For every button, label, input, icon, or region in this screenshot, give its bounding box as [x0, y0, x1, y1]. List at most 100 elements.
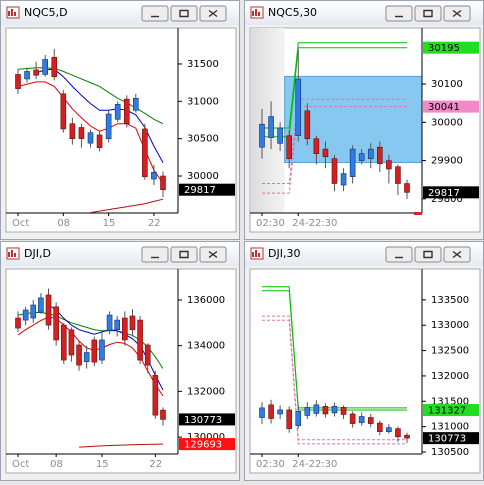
window-icon-bars [252, 250, 260, 257]
candle-body [395, 428, 401, 438]
candle-body [87, 132, 94, 144]
price-label-box [423, 432, 479, 445]
candle-body [144, 344, 151, 366]
y-tick-label: 30000 [187, 171, 219, 182]
button-glyph [179, 9, 189, 18]
y-tick-label: 132000 [431, 371, 469, 382]
price-label-box [423, 404, 479, 417]
indicator-line [35, 68, 164, 163]
candle-body [295, 411, 302, 426]
restore-button[interactable] [170, 5, 198, 22]
x-tick-label: 08 [50, 459, 63, 470]
candle-body [68, 329, 75, 356]
x-tick-label: 02:30 [256, 459, 285, 470]
price-label-box [179, 438, 235, 451]
minimize-button[interactable] [141, 5, 169, 22]
indicator-line [262, 319, 407, 445]
button-glyph [208, 9, 218, 18]
candle-body [83, 352, 90, 362]
window-title: NQC5,30 [268, 6, 317, 19]
y-tick-label: 134000 [187, 341, 225, 352]
candle-body [386, 427, 392, 432]
indicator-line [262, 47, 407, 138]
candle-body [313, 138, 320, 154]
x-tick-label: 08 [57, 218, 70, 229]
minimize-button[interactable] [141, 246, 169, 263]
button-glyph [423, 250, 433, 259]
restore-button[interactable] [414, 246, 442, 263]
y-tick-label: 31000 [187, 96, 219, 107]
candle-body [340, 173, 347, 186]
candle-body [24, 71, 30, 80]
x-tick-label: Oct [12, 218, 29, 229]
candle-body [123, 98, 130, 125]
minimize-button[interactable] [385, 246, 413, 263]
candle-body [53, 306, 59, 341]
y-tick-label: 30500 [187, 134, 219, 145]
y-tick-label: 133500 [431, 295, 469, 306]
price-label-box [423, 100, 479, 113]
candle-body [160, 175, 166, 190]
title-bar [1, 1, 239, 25]
candle-body [358, 416, 365, 423]
candle-body [122, 317, 128, 341]
candle-body [313, 404, 320, 414]
restore-button[interactable] [414, 5, 442, 22]
window-title: NQC5,D [24, 6, 68, 19]
candle-body [106, 314, 113, 331]
window-title: DJI,30 [268, 247, 300, 260]
title-bar [245, 1, 483, 25]
indicator-line [262, 106, 407, 194]
candle-body [105, 113, 112, 139]
price-label: 130773 [184, 415, 222, 426]
candle-body [96, 134, 103, 148]
candle-body [259, 407, 265, 418]
candle-body [114, 319, 121, 330]
window-icon-bars [8, 9, 16, 16]
minimize-button[interactable] [385, 5, 413, 22]
candle-body [133, 98, 139, 111]
y-tick-label: 29800 [431, 194, 463, 205]
candle-body [395, 166, 401, 184]
candle-body [30, 304, 37, 319]
end-marker [414, 212, 422, 215]
candle-body [349, 413, 356, 424]
x-tick-label: 22 [149, 459, 162, 470]
price-label: 29817 [184, 185, 216, 196]
candle-body [367, 148, 374, 159]
candle-body [268, 404, 274, 419]
button-glyph [179, 250, 189, 259]
candle-body [60, 324, 67, 361]
candle-body [331, 158, 338, 184]
candle-body [331, 406, 338, 414]
price-label-box [423, 41, 479, 54]
title-bar [245, 242, 483, 266]
y-tick-label: 130500 [431, 447, 469, 458]
x-tick-label: 15 [103, 218, 116, 229]
candle-body [160, 409, 166, 420]
indicator-line [262, 98, 407, 184]
candle-body [99, 339, 105, 361]
candle-body [22, 309, 29, 321]
candle-body [286, 409, 292, 429]
candle-body [358, 153, 365, 161]
price-label-box [179, 183, 235, 196]
y-tick-label: 132000 [187, 386, 225, 397]
price-label: 30041 [428, 102, 460, 113]
candle-body [137, 319, 143, 361]
candle-body [38, 297, 44, 313]
candle-body [295, 78, 302, 137]
x-tick-label: 24-22:30 [292, 459, 337, 470]
y-tick-label: 29900 [431, 156, 463, 167]
price-label-box [423, 186, 479, 199]
price-label: 131327 [428, 406, 466, 417]
candle-body [268, 116, 274, 138]
candle-body [142, 128, 148, 178]
candle-body [286, 135, 292, 159]
candle-body [91, 339, 98, 363]
restore-button[interactable] [170, 246, 198, 263]
button-glyph [452, 9, 462, 18]
x-tick-label: 15 [96, 459, 109, 470]
indicator-line [17, 81, 164, 184]
button-glyph [423, 9, 433, 18]
